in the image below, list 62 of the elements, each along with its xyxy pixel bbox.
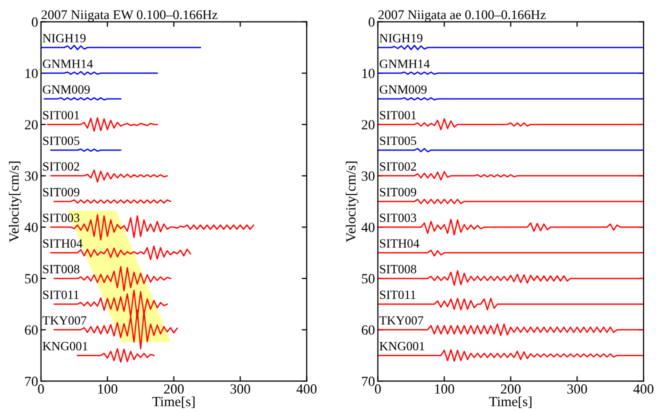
- line-series: [378, 324, 644, 336]
- x-tick-label: 100: [98, 384, 118, 394]
- series-label: GNM009: [42, 85, 90, 94]
- line-series: [378, 118, 644, 130]
- y-tick-label: 30: [24, 171, 38, 181]
- series-label: SIT011: [380, 290, 416, 300]
- x-axis-title: Time[s]: [489, 396, 532, 408]
- y-axis-title: Velocity[cm/s]: [8, 162, 22, 242]
- y-tick-label: 20: [24, 120, 38, 130]
- y-tick-label: 10: [362, 68, 375, 78]
- series-label: SITH04: [43, 239, 82, 248]
- series-label: SIT009: [43, 188, 80, 196]
- series-label: TKY007: [379, 316, 424, 325]
- y-tick-label: 60: [24, 325, 38, 335]
- y-tick-label: 70: [25, 376, 38, 386]
- line-series: [378, 171, 644, 181]
- line-series: [378, 298, 644, 310]
- y-tick-label: 0: [368, 17, 375, 27]
- y-tick-label: 60: [362, 325, 375, 335]
- series-label: SIT001: [43, 110, 80, 120]
- series-label: SITH04: [380, 239, 420, 248]
- series-label: SIT008: [380, 264, 416, 274]
- y-axis-title: Velocity[cm/s]: [346, 162, 358, 242]
- y-tick-label: 50: [362, 274, 375, 284]
- series-label: SIT011: [43, 290, 79, 300]
- series-label: GNM009: [380, 85, 427, 94]
- x-tick-label: 400: [296, 384, 317, 394]
- series-label: SIT002: [380, 162, 416, 171]
- x-tick-label: 400: [633, 384, 654, 394]
- series-label: TKY007: [42, 316, 86, 325]
- series-label: SIT002: [43, 162, 80, 171]
- y-tick-label: 50: [25, 274, 38, 284]
- x-tick-label: 200: [164, 384, 184, 394]
- y-tick-label: 20: [362, 120, 375, 130]
- y-tick-label: 0: [32, 17, 38, 27]
- y-tick-label: 10: [26, 68, 38, 78]
- series-label: SIT003: [380, 214, 416, 222]
- series-label: SIT009: [380, 188, 416, 196]
- series-label: SIT005: [380, 136, 416, 146]
- series-label: SIT003: [43, 214, 80, 222]
- x-tick-label: 200: [500, 384, 521, 394]
- series-label: KNG001: [42, 342, 88, 350]
- chart-title: 2007 Niigata EW 0.100–0.166Hz: [42, 10, 218, 22]
- x-tick-label: 100: [435, 384, 454, 394]
- series-label: GNMH14: [380, 60, 430, 68]
- series-label: GNMH14: [42, 60, 93, 68]
- line-series: [50, 170, 168, 183]
- y-tick-label: 30: [362, 171, 375, 181]
- x-axis-title: Time[s]: [152, 396, 195, 408]
- series-label: SIT005: [43, 136, 80, 146]
- series-label: KNG001: [380, 342, 424, 350]
- chart-title: 2007 Niigata ae 0.100–0.166Hz: [378, 10, 546, 22]
- series-label: NIGH19: [42, 34, 86, 42]
- x-tick-label: 300: [230, 384, 250, 394]
- x-tick-label: 300: [567, 384, 588, 394]
- series-label: SIT001: [380, 110, 416, 120]
- y-tick-label: 40: [24, 222, 38, 232]
- y-tick-label: 40: [361, 222, 375, 232]
- line-series: [378, 349, 644, 362]
- y-tick-label: 70: [362, 376, 375, 386]
- series-label: NIGH19: [380, 34, 422, 42]
- series-label: SIT008: [43, 264, 80, 274]
